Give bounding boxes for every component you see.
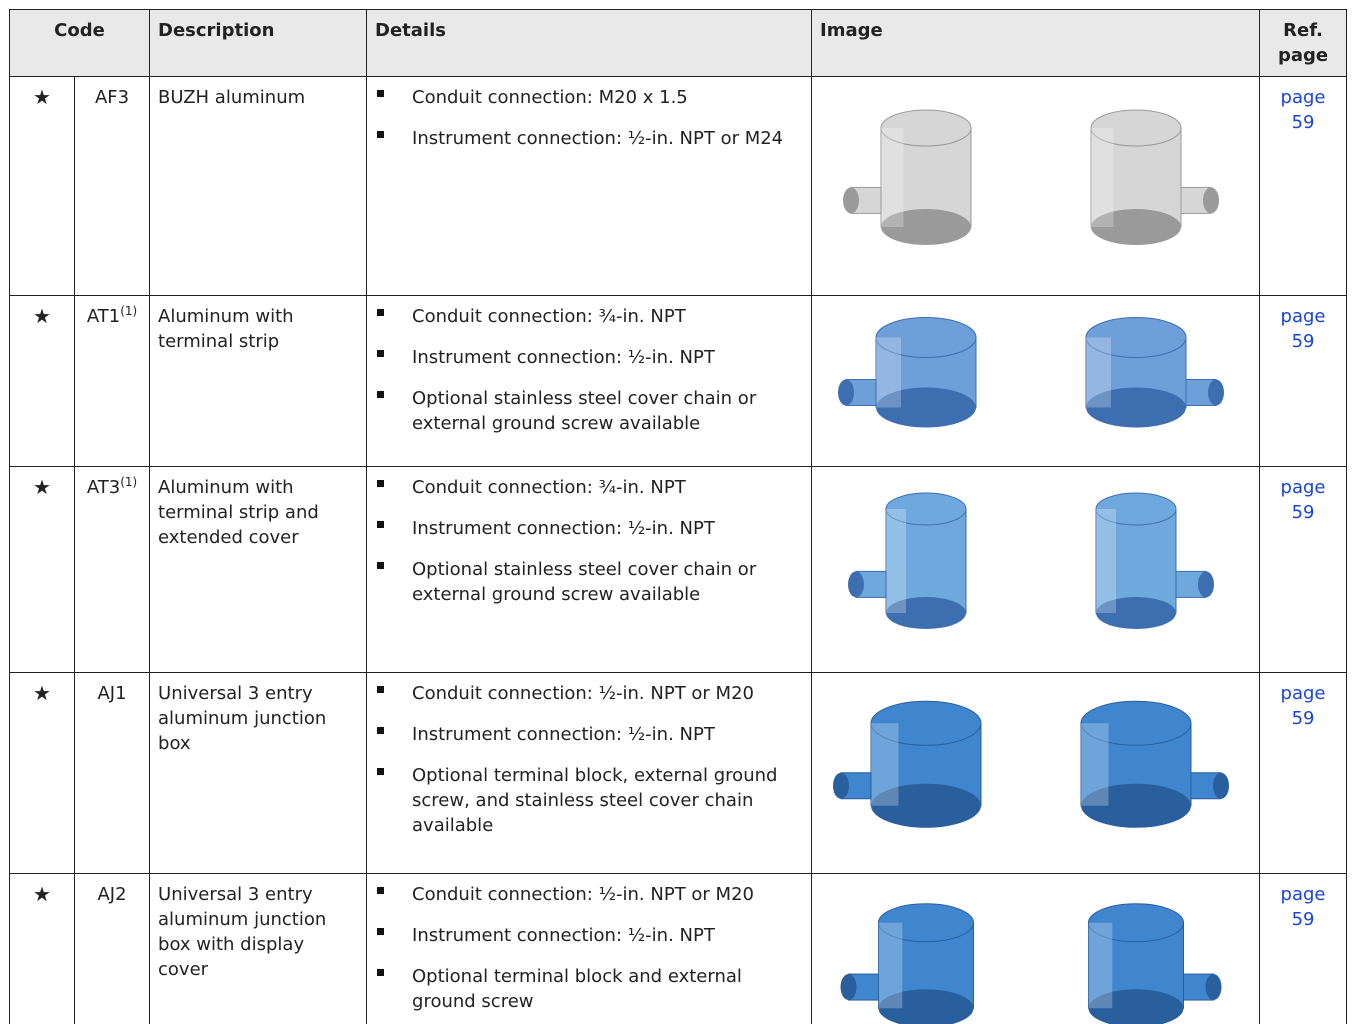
- star: ★: [9, 873, 75, 1024]
- star: ★: [9, 295, 75, 467]
- footnote-ref: (1): [120, 475, 138, 489]
- details-cell: Conduit connection: M20 x 1.5 Instrument …: [366, 76, 813, 296]
- star: ★: [9, 76, 75, 296]
- enclosure: [1088, 903, 1222, 1024]
- detail-item: Instrument connection: ½-in. NPT: [375, 516, 803, 541]
- description: Aluminum with terminal strip and extende…: [149, 466, 368, 673]
- detail-item: Instrument connection: ½-in. NPT or M24: [375, 126, 803, 151]
- ref-cell: page 59: [1259, 873, 1348, 1024]
- table-row: ★ AJ2 Universal 3 entry aluminum junction …: [9, 873, 1348, 1024]
- header-code: Code: [8, 9, 151, 77]
- description: BUZH aluminum: [149, 76, 368, 296]
- detail-item: Optional terminal block, external ground…: [375, 763, 803, 838]
- enclosure: [1080, 700, 1230, 828]
- image-cell: [811, 672, 1261, 874]
- image-cell: [811, 873, 1261, 1024]
- product-image: [848, 492, 1215, 629]
- enclosure: [1095, 492, 1215, 629]
- enclosure: [1085, 317, 1225, 428]
- ref-cell: page 59: [1259, 466, 1348, 673]
- page-link[interactable]: page 59: [1280, 683, 1326, 729]
- detail-item: Conduit connection: ¾-in. NPT: [375, 304, 803, 329]
- enclosure: [833, 700, 982, 828]
- detail-item: Instrument connection: ½-in. NPT: [375, 345, 803, 370]
- details-list: Conduit connection: ¾-in. NPT Instrument …: [375, 304, 803, 436]
- enclosure: [843, 109, 972, 245]
- details-list: Conduit connection: ¾-in. NPT Instrument …: [375, 475, 803, 607]
- detail-item: Optional terminal block and external gro…: [375, 964, 803, 1014]
- detail-item: Conduit connection: M20 x 1.5: [375, 85, 803, 110]
- detail-item: Instrument connection: ½-in. NPT: [375, 923, 803, 948]
- details-cell: Conduit connection: ¾-in. NPT Instrument …: [366, 466, 813, 673]
- header-description: Description: [149, 9, 368, 77]
- detail-item: Instrument connection: ½-in. NPT: [375, 722, 803, 747]
- detail-item: Optional stainless steel cover chain or …: [375, 557, 803, 607]
- header-row: Code Description Details Image Ref. page: [8, 9, 1348, 77]
- star: ★: [9, 672, 75, 874]
- table-row: ★ AF3 BUZH aluminum Conduit connection: M20…: [9, 76, 1348, 296]
- details-list: Conduit connection: ½-in. NPT or M20 Inst…: [375, 681, 803, 838]
- detail-item: Optional stainless steel cover chain or …: [375, 386, 803, 436]
- code: AT3: [86, 477, 121, 498]
- page-link[interactable]: page 59: [1280, 87, 1326, 133]
- code-cell: AT1(1): [73, 295, 151, 467]
- footnote-ref: (1): [120, 304, 138, 318]
- code-cell: AJ1: [73, 672, 151, 874]
- detail-item: Conduit connection: ¾-in. NPT: [375, 475, 803, 500]
- image-cell: [811, 295, 1261, 467]
- product-image: [843, 109, 1220, 245]
- details-list: Conduit connection: ½-in. NPT or M20 Inst…: [375, 882, 803, 1014]
- code-cell: AT3(1): [73, 466, 151, 673]
- page-link[interactable]: page 59: [1280, 306, 1326, 352]
- image-cell: [811, 466, 1261, 673]
- code: AT1: [86, 306, 121, 327]
- ref-cell: page 59: [1259, 76, 1348, 296]
- details-cell: Conduit connection: ¾-in. NPT Instrument …: [366, 295, 813, 467]
- code: AJ2: [97, 884, 127, 905]
- product-image: [833, 700, 1230, 828]
- code: AJ1: [97, 683, 127, 704]
- details-cell: Conduit connection: ½-in. NPT or M20 Inst…: [366, 873, 813, 1024]
- product-image: [840, 903, 1222, 1024]
- code: AF3: [94, 87, 130, 108]
- header-image: Image: [811, 9, 1261, 77]
- image-cell: [811, 76, 1261, 296]
- enclosure: [838, 317, 977, 428]
- table: Code Description Details Image Ref. page…: [8, 9, 1348, 1024]
- page-link[interactable]: page 59: [1280, 884, 1326, 930]
- header-details: Details: [366, 9, 813, 77]
- description: Universal 3 entry aluminum junction box …: [149, 873, 368, 1024]
- details-list: Conduit connection: M20 x 1.5 Instrument …: [375, 85, 803, 151]
- table-row: ★ AT1(1) Aluminum with terminal strip Condu…: [9, 295, 1348, 467]
- detail-item: Conduit connection: ½-in. NPT or M20: [375, 681, 803, 706]
- code-cell: AF3: [73, 76, 151, 296]
- description: Aluminum with terminal strip: [149, 295, 368, 467]
- star: ★: [9, 466, 75, 673]
- details-cell: Conduit connection: ½-in. NPT or M20 Inst…: [366, 672, 813, 874]
- code-cell: AJ2: [73, 873, 151, 1024]
- enclosure: [840, 903, 975, 1024]
- ref-cell: page 59: [1259, 295, 1348, 467]
- description: Universal 3 entry aluminum junction box: [149, 672, 368, 874]
- header-ref: Ref. page: [1259, 9, 1348, 77]
- product-image: [838, 317, 1225, 428]
- table-row: ★ AJ1 Universal 3 entry aluminum junction …: [9, 672, 1348, 874]
- ref-cell: page 59: [1259, 672, 1348, 874]
- enclosure: [1090, 109, 1220, 245]
- detail-item: Conduit connection: ½-in. NPT or M20: [375, 882, 803, 907]
- enclosure: [848, 492, 967, 629]
- page-link[interactable]: page 59: [1280, 477, 1326, 523]
- table-row: ★ AT3(1) Aluminum with terminal strip and …: [9, 466, 1348, 673]
